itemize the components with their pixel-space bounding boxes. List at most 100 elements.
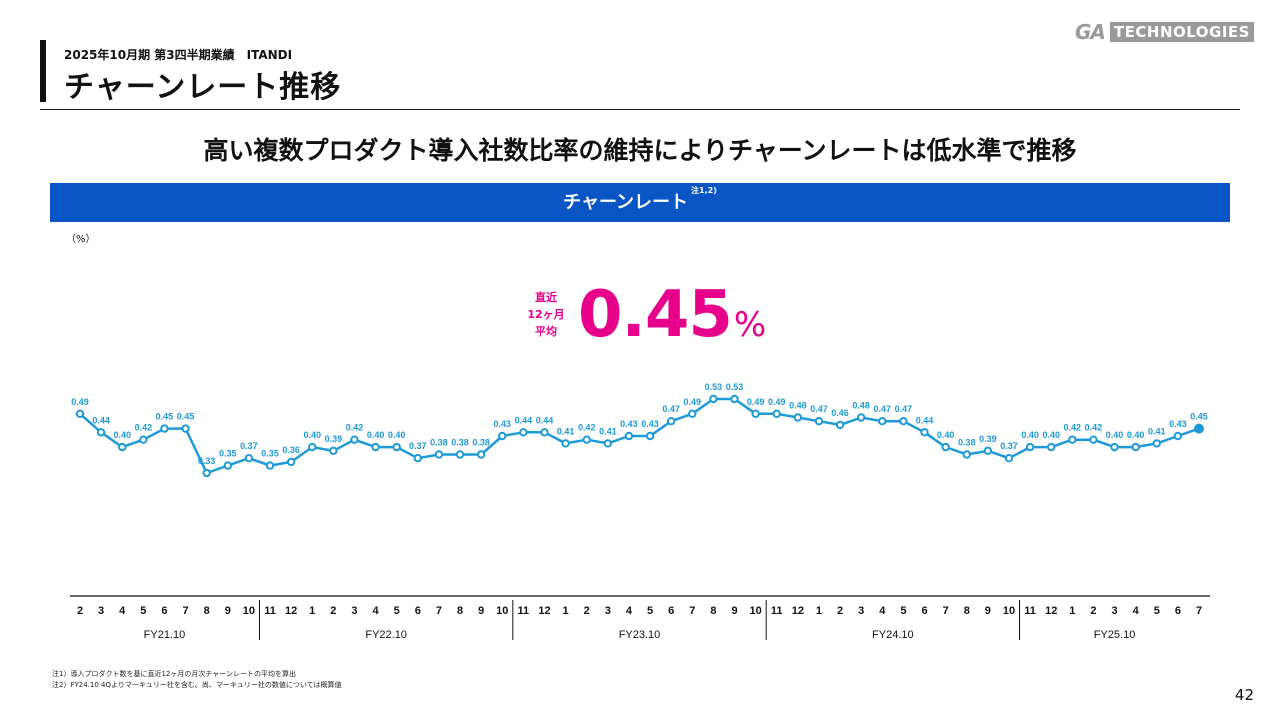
y-unit-label: （%） <box>66 234 96 245</box>
data-label: 0.40 <box>1021 430 1039 440</box>
x-tick-label: 9 <box>985 605 991 617</box>
data-label: 0.39 <box>979 434 997 444</box>
x-tick-label: 7 <box>943 605 949 617</box>
x-tick-label: 10 <box>1003 605 1015 617</box>
x-tick-label: 12 <box>538 605 550 617</box>
title-divider <box>40 109 1240 110</box>
fiscal-year-label: FY25.10 <box>1094 629 1136 641</box>
data-point <box>561 439 570 448</box>
data-label: 0.42 <box>346 423 364 433</box>
data-label: 0.48 <box>852 401 870 411</box>
x-tick-label: 4 <box>879 605 886 617</box>
data-point <box>709 394 718 404</box>
data-label: 0.44 <box>92 415 110 425</box>
data-label: 0.37 <box>1000 441 1018 451</box>
x-tick-label: 5 <box>394 605 400 617</box>
chart-header-note-ref: 注1,2) <box>691 186 717 195</box>
data-point <box>1025 442 1035 452</box>
data-label: 0.42 <box>135 423 153 433</box>
fiscal-year-label: FY24.10 <box>872 629 914 641</box>
data-label: 0.40 <box>937 430 955 440</box>
x-tick-label: 8 <box>204 605 210 617</box>
data-point <box>899 417 908 426</box>
data-point <box>751 409 760 418</box>
x-tick-label: 1 <box>1069 605 1075 617</box>
x-tick-label: 10 <box>496 605 508 617</box>
data-label: 0.43 <box>1169 419 1187 429</box>
data-label: 0.42 <box>1085 423 1103 433</box>
fiscal-year-label: FY22.10 <box>365 629 407 641</box>
x-tick-label: 12 <box>285 605 297 617</box>
data-label: 0.33 <box>198 456 216 466</box>
data-label: 0.48 <box>789 401 807 411</box>
x-tick-label: 1 <box>563 605 569 617</box>
kpi-label-line-3: 平均 <box>535 325 557 338</box>
data-point <box>688 409 697 418</box>
data-point <box>878 417 887 426</box>
data-point <box>603 439 613 448</box>
data-point <box>1173 431 1183 441</box>
data-label: 0.45 <box>177 412 195 422</box>
data-point <box>962 450 971 459</box>
data-label: 0.40 <box>1106 430 1124 440</box>
data-label: 0.38 <box>430 438 448 448</box>
data-point <box>941 442 950 452</box>
x-tick-label: 3 <box>351 605 357 617</box>
data-point <box>181 424 190 433</box>
data-point <box>498 431 507 441</box>
data-point <box>392 442 401 452</box>
x-tick-label: 6 <box>668 605 674 617</box>
chart-header: チャーンレート注1,2) <box>50 183 1230 222</box>
data-point <box>75 409 85 418</box>
kpi-label-line-2: 12ヶ月 <box>527 308 565 321</box>
data-label: 0.41 <box>557 426 575 436</box>
data-label: 0.45 <box>156 412 174 422</box>
data-label: 0.39 <box>325 434 343 444</box>
x-tick-label: 5 <box>1154 605 1160 617</box>
data-point <box>1131 442 1140 452</box>
x-tick-label: 11 <box>1024 605 1036 617</box>
data-point <box>1110 442 1119 452</box>
data-label: 0.36 <box>282 445 300 455</box>
data-label: 0.49 <box>768 397 786 407</box>
data-point <box>1194 423 1204 434</box>
data-point <box>920 428 929 437</box>
data-point <box>202 468 211 478</box>
data-point <box>1152 439 1161 448</box>
data-label: 0.40 <box>113 430 131 440</box>
data-label: 0.41 <box>599 426 617 436</box>
data-label: 0.47 <box>874 404 892 414</box>
x-tick-label: 2 <box>77 605 83 617</box>
x-tick-label: 1 <box>816 605 822 617</box>
data-label: 0.53 <box>726 382 744 392</box>
kpi-label: 直近 12ヶ月 平均 <box>520 289 572 340</box>
data-point <box>814 417 824 426</box>
chart-header-label: チャーンレート <box>563 192 689 213</box>
x-tick-label: 3 <box>858 605 864 617</box>
data-label: 0.44 <box>536 415 554 425</box>
data-label: 0.47 <box>662 404 680 414</box>
kpi-value: 0.45 <box>578 278 733 352</box>
data-label: 0.40 <box>1042 430 1060 440</box>
x-tick-label: 11 <box>518 605 530 617</box>
x-tick-label: 3 <box>605 605 611 617</box>
data-point <box>1089 435 1098 444</box>
data-point <box>413 454 423 463</box>
x-tick-label: 3 <box>1111 605 1117 617</box>
x-tick-label: 4 <box>626 605 633 617</box>
title-accent-bar <box>40 40 46 102</box>
data-label: 0.43 <box>641 419 659 429</box>
data-label: 0.44 <box>916 415 934 425</box>
x-tick-label: 8 <box>964 605 970 617</box>
company-logo: GA TECHNOLOGIES <box>1075 20 1254 44</box>
logo-ga: GA <box>1075 20 1106 44</box>
data-point <box>645 431 655 441</box>
page-number: 42 <box>1234 686 1254 704</box>
data-label: 0.38 <box>451 438 469 448</box>
data-label: 0.45 <box>1190 412 1208 422</box>
data-label: 0.41 <box>1148 426 1166 436</box>
data-label: 0.38 <box>958 438 976 448</box>
data-point <box>772 409 781 418</box>
data-point <box>1004 454 1014 463</box>
footnote-1: 注1）導入プロダクト数を基に直近12ヶ月の月次チャーンレートの平均を算出 <box>52 670 296 678</box>
